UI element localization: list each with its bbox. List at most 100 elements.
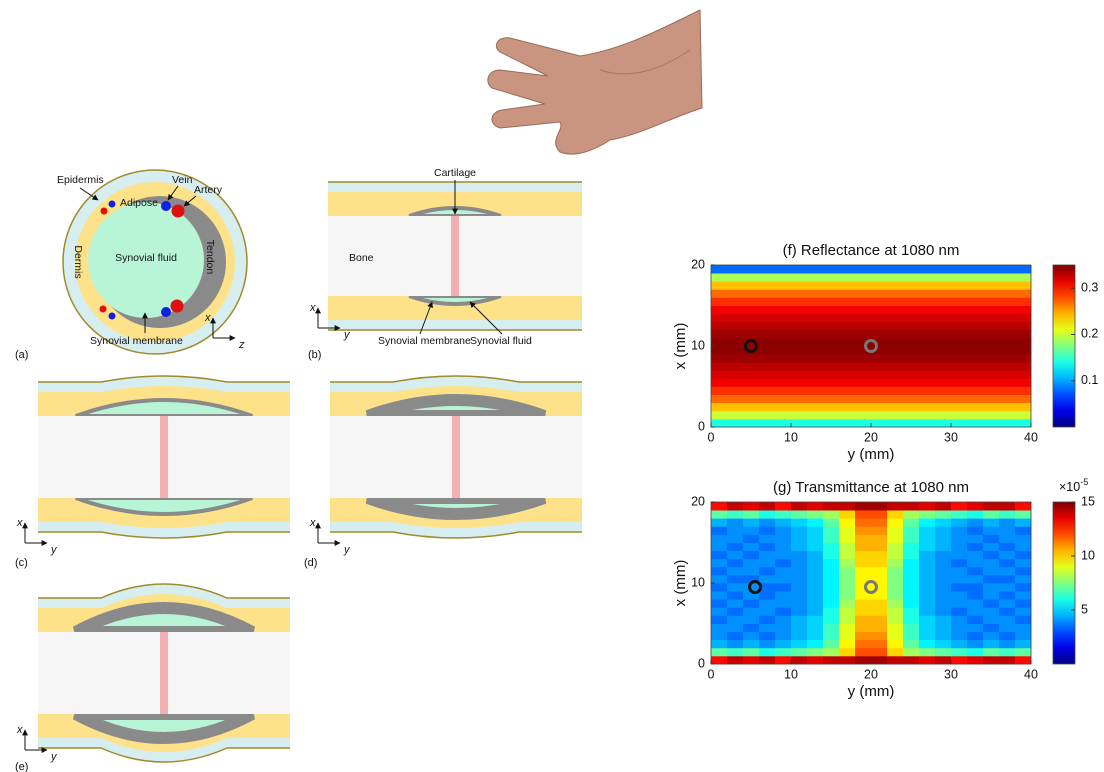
colorbar-scale: ×10-5 — [1059, 477, 1088, 494]
axis-letter: y — [50, 751, 58, 763]
heat-cell — [1015, 624, 1031, 633]
heat-cell — [855, 534, 871, 543]
heat-cell — [727, 607, 743, 616]
heat-cell — [919, 559, 935, 568]
heat-cell — [711, 362, 1031, 371]
heat-cell — [807, 575, 823, 584]
heat-cell — [823, 502, 839, 511]
heat-cell — [903, 559, 919, 568]
heat-cell — [983, 526, 999, 535]
heat-cell — [1015, 607, 1031, 616]
heat-cell — [839, 502, 855, 511]
heat-cell — [887, 559, 903, 568]
heat-cell — [967, 624, 983, 633]
heat-cell — [935, 518, 951, 527]
heat-cell — [983, 543, 999, 552]
heat-cell — [775, 534, 791, 543]
heat-cell — [983, 567, 999, 576]
heat-cell — [983, 551, 999, 560]
heat-cell — [935, 648, 951, 657]
heat-cell — [967, 615, 983, 624]
heat-cell — [791, 567, 807, 576]
x-axis-label: y (mm) — [848, 683, 895, 700]
heat-cell — [759, 575, 775, 584]
heat-cell — [823, 648, 839, 657]
axis-letter: x — [16, 724, 23, 736]
heat-cell — [999, 599, 1015, 608]
y-axis-label: x (mm) — [672, 560, 689, 607]
heat-cell — [871, 656, 887, 665]
heat-cell — [775, 599, 791, 608]
heat-cell — [839, 559, 855, 568]
heat-cell — [743, 615, 759, 624]
heat-cell — [967, 526, 983, 535]
heat-cell — [711, 640, 727, 649]
heat-cell — [887, 648, 903, 657]
heat-cell — [855, 551, 871, 560]
heat-cell — [791, 656, 807, 665]
heat-cell — [903, 591, 919, 600]
heat-cell — [743, 543, 759, 552]
heat-cell — [903, 534, 919, 543]
axis-letter: y — [50, 544, 58, 556]
heat-cell — [967, 551, 983, 560]
heat-cell — [855, 648, 871, 657]
heat-cell — [727, 599, 743, 608]
heat-cell — [903, 551, 919, 560]
heat-cell — [823, 534, 839, 543]
heat-cell — [983, 615, 999, 624]
heat-cell — [999, 615, 1015, 624]
heat-cell — [711, 583, 727, 592]
heat-cell — [871, 518, 887, 527]
heat-cell — [919, 607, 935, 616]
colorbar-tick-label: 15 — [1081, 494, 1095, 508]
heat-cell — [855, 543, 871, 552]
heat-cell — [919, 656, 935, 665]
axis-letter: x — [204, 312, 211, 324]
heat-cell — [807, 534, 823, 543]
heat-cell — [951, 615, 967, 624]
heat-cell — [759, 599, 775, 608]
heat-cell — [983, 632, 999, 641]
heat-cell — [711, 411, 1031, 420]
heat-cell — [759, 543, 775, 552]
heat-cell — [951, 648, 967, 657]
heat-cell — [823, 518, 839, 527]
heat-cell — [743, 632, 759, 641]
heat-cell — [951, 559, 967, 568]
heat-cell — [903, 599, 919, 608]
panel-c — [38, 376, 290, 538]
heat-cell — [935, 543, 951, 552]
heat-cell — [759, 615, 775, 624]
heat-cell — [903, 640, 919, 649]
heat-cell — [1015, 615, 1031, 624]
heat-cell — [807, 615, 823, 624]
x-tick-label: 0 — [708, 430, 715, 444]
cartilage — [452, 416, 460, 498]
heat-cell — [839, 518, 855, 527]
heat-cell — [871, 534, 887, 543]
heat-cell — [823, 591, 839, 600]
x-tick-label: 40 — [1024, 430, 1038, 444]
heat-cell — [775, 583, 791, 592]
axis-letter: y — [343, 544, 351, 556]
heat-cell — [711, 591, 727, 600]
heat-cell — [983, 624, 999, 633]
heat-cell — [711, 510, 727, 518]
heat-cell — [887, 583, 903, 592]
heat-cell — [743, 510, 759, 518]
x-tick-label: 30 — [944, 667, 958, 681]
heat-cell — [711, 615, 727, 624]
heat-cell — [711, 518, 727, 527]
heat-cell — [727, 632, 743, 641]
heat-cell — [775, 510, 791, 518]
heat-cell — [775, 551, 791, 560]
heat-cell — [951, 591, 967, 600]
heat-cell — [711, 297, 1031, 306]
heat-cell — [743, 502, 759, 511]
heat-cell — [855, 599, 871, 608]
label: Artery — [194, 184, 223, 196]
heat-cell — [711, 607, 727, 616]
heat-cell — [839, 648, 855, 657]
heat-cell — [919, 615, 935, 624]
